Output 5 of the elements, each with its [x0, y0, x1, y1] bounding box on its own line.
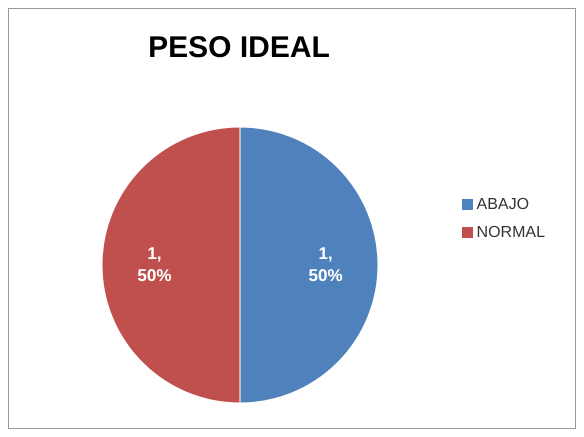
- chart-title: PESO IDEAL: [147, 31, 331, 65]
- data-label: 1, 50%: [308, 244, 343, 285]
- legend-label: ABAJO: [476, 196, 530, 212]
- legend-label: NORMAL: [476, 224, 545, 240]
- data-label: 1, 50%: [137, 244, 172, 285]
